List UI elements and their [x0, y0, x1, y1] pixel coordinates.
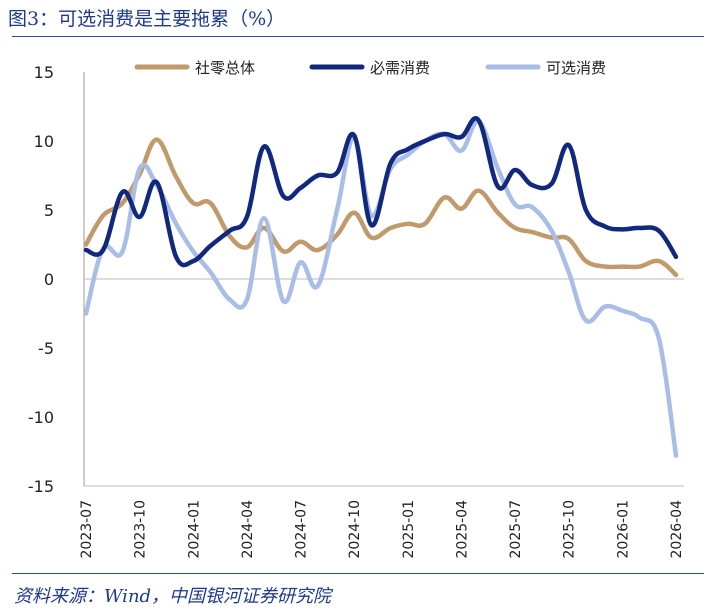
legend-label: 可选消费	[546, 59, 606, 77]
x-tick-label: 2024-04	[240, 500, 256, 559]
legend-label: 社零总体	[195, 59, 255, 77]
x-tick-label: 2024-07	[294, 500, 310, 559]
series-line-2	[83, 119, 679, 458]
legend-label: 必需消费	[370, 59, 430, 77]
series-line-0	[83, 137, 679, 278]
x-tick-label: 2026-01	[615, 500, 631, 559]
x-tick-label: 2025-01	[401, 500, 417, 559]
y-tick-label: -15	[28, 477, 54, 496]
y-tick-label: -5	[38, 339, 54, 358]
x-tick-label: 2024-10	[347, 500, 363, 559]
x-tick-label: 2023-10	[133, 500, 149, 559]
x-tick-label: 2023-07	[79, 500, 95, 559]
x-tick-label: 2024-01	[186, 500, 202, 559]
y-tick-label: 5	[44, 201, 54, 220]
y-tick-label: -10	[28, 408, 54, 427]
series-line-1	[83, 116, 679, 268]
y-tick-label: 0	[44, 270, 54, 289]
x-tick-label: 2025-07	[508, 500, 524, 559]
bottom-divider	[12, 573, 704, 574]
x-tick-label: 2026-04	[669, 500, 685, 559]
y-tick-label: 15	[34, 63, 54, 82]
y-tick-label: 10	[34, 132, 54, 151]
chart-title: 图3：可选消费是主要拖累（%）	[8, 8, 286, 30]
x-tick-label: 2025-10	[562, 500, 578, 559]
source-note: 资料来源：Wind，中国银河证券研究院	[14, 586, 332, 607]
x-tick-label: 2025-04	[454, 500, 470, 559]
top-divider	[12, 36, 704, 37]
